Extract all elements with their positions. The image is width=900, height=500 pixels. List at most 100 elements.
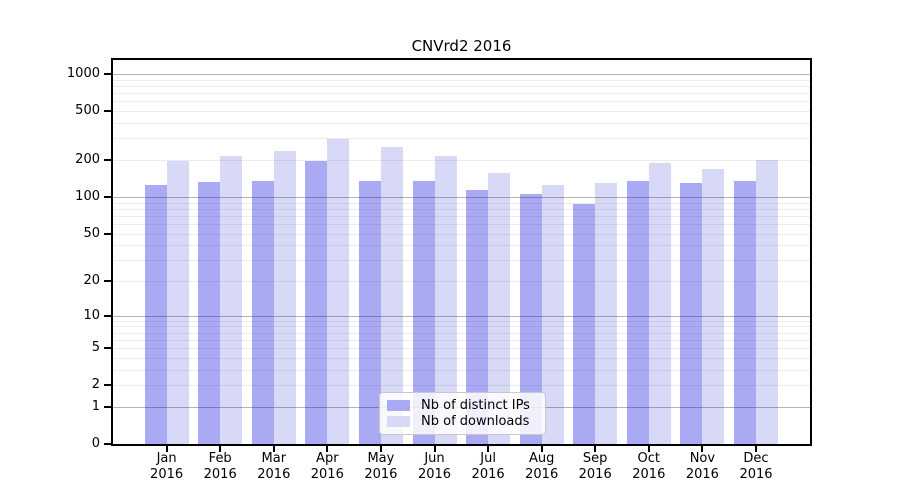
minor-gridline xyxy=(113,111,810,113)
legend-label-downloads: Nb of downloads xyxy=(421,414,530,429)
bar-may-downloads xyxy=(380,147,403,444)
x-axis-tick-label: Oct 2016 xyxy=(632,451,666,482)
minor-gridline xyxy=(113,101,810,103)
y-axis-tick-label: 1 xyxy=(91,398,100,414)
y-axis-tick-label: 0 xyxy=(91,436,100,451)
y-axis-tick xyxy=(104,195,111,198)
y-axis-tick xyxy=(104,110,111,113)
x-axis-tick xyxy=(326,446,329,452)
legend: Nb of distinct IPs Nb of downloads xyxy=(379,392,546,435)
minor-gridline xyxy=(113,332,810,334)
y-axis-tick-label: 100 xyxy=(75,188,100,204)
minor-gridline xyxy=(113,138,810,140)
bar-apr-distinct-ips xyxy=(305,161,328,444)
x-axis-tick xyxy=(487,446,490,452)
y-axis-tick-label: 20 xyxy=(83,273,100,288)
bar-oct-downloads xyxy=(648,162,671,444)
chart-title: CNVrd2 2016 xyxy=(411,37,512,55)
legend-swatch-distinct-ips xyxy=(387,400,410,411)
major-gridline xyxy=(113,315,810,317)
bar-dec-distinct-ips xyxy=(734,180,756,444)
minor-gridline xyxy=(113,369,810,371)
minor-gridline xyxy=(113,245,810,247)
y-axis-tick xyxy=(104,443,111,445)
minor-gridline xyxy=(113,223,810,225)
major-gridline xyxy=(113,196,810,198)
x-axis-tick xyxy=(540,446,543,452)
y-axis-tick xyxy=(104,405,111,408)
minor-gridline xyxy=(113,357,810,359)
bar-jun-distinct-ips xyxy=(412,180,435,444)
bar-nov-downloads xyxy=(702,169,725,444)
y-axis-tick xyxy=(104,314,111,317)
legend-label-distinct-ips: Nb of distinct IPs xyxy=(421,398,530,413)
x-axis-tick-label: Dec 2016 xyxy=(739,451,773,482)
bar-oct-distinct-ips xyxy=(626,181,649,444)
minor-gridline xyxy=(113,208,810,210)
bar-feb-distinct-ips xyxy=(198,181,221,444)
x-axis-tick xyxy=(165,446,168,452)
minor-gridline xyxy=(113,215,810,217)
bar-mar-distinct-ips xyxy=(251,180,274,444)
minor-gridline xyxy=(113,123,810,124)
bar-nov-distinct-ips xyxy=(680,182,703,444)
bar-aug-downloads xyxy=(541,184,564,444)
minor-gridline xyxy=(113,233,810,235)
y-axis-tick-label: 50 xyxy=(83,225,100,241)
bar-aug-distinct-ips xyxy=(519,193,542,444)
bar-feb-downloads xyxy=(220,156,243,444)
y-axis-tick-label: 10 xyxy=(83,307,100,323)
x-axis-tick xyxy=(594,446,597,452)
y-axis-tick-label: 2 xyxy=(91,377,100,393)
x-axis-tick-label: Sep 2016 xyxy=(578,451,612,482)
y-axis-tick-label: 1000 xyxy=(66,66,100,81)
x-axis-tick xyxy=(647,446,650,452)
x-axis-tick xyxy=(701,446,704,452)
y-axis-tick xyxy=(104,384,111,387)
y-axis-tick xyxy=(104,280,111,282)
plot-area xyxy=(111,58,812,446)
x-axis-tick xyxy=(272,446,275,452)
y-axis-tick xyxy=(104,73,111,75)
bar-may-distinct-ips xyxy=(358,180,381,444)
major-gridline xyxy=(113,74,810,75)
minor-gridline xyxy=(113,339,810,341)
minor-gridline xyxy=(113,260,810,262)
x-axis-tick-label: Feb 2016 xyxy=(203,451,237,482)
x-axis-tick xyxy=(219,446,222,452)
bar-sep-downloads xyxy=(595,182,618,444)
minor-gridline xyxy=(113,326,810,328)
y-axis-tick-label: 200 xyxy=(75,152,100,167)
bar-mar-downloads xyxy=(273,151,296,444)
minor-gridline xyxy=(113,202,810,204)
x-axis-tick-label: Aug 2016 xyxy=(525,451,559,482)
x-axis-tick-label: Jan 2016 xyxy=(150,451,184,482)
x-axis-tick-label: Nov 2016 xyxy=(685,451,719,482)
bar-jan-distinct-ips xyxy=(144,185,167,444)
x-axis-tick-label: Apr 2016 xyxy=(310,451,344,482)
y-axis-tick-label: 500 xyxy=(75,103,100,119)
x-axis-tick xyxy=(379,446,382,452)
minor-gridline xyxy=(113,160,810,161)
legend-swatch-downloads xyxy=(387,416,410,427)
legend-item-distinct-ips: Nb of distinct IPs xyxy=(387,398,537,413)
y-axis-tick xyxy=(104,232,111,235)
bar-dec-downloads xyxy=(756,160,778,444)
bar-jul-downloads xyxy=(488,172,511,444)
bar-jun-downloads xyxy=(434,156,457,444)
y-axis-tick xyxy=(104,159,111,161)
bar-jul-distinct-ips xyxy=(466,190,489,444)
x-axis-tick-label: May 2016 xyxy=(364,451,398,482)
x-axis-tick-label: Jul 2016 xyxy=(471,451,505,482)
bar-apr-downloads xyxy=(327,139,350,444)
x-axis-tick xyxy=(755,446,757,452)
y-axis-tick-label: 5 xyxy=(91,340,100,356)
minor-gridline xyxy=(113,93,810,95)
minor-gridline xyxy=(113,281,810,282)
x-axis-tick-label: Mar 2016 xyxy=(257,451,291,482)
minor-gridline xyxy=(113,348,810,350)
legend-item-downloads: Nb of downloads xyxy=(387,414,537,429)
minor-gridline xyxy=(113,385,810,387)
bar-sep-distinct-ips xyxy=(573,204,596,444)
